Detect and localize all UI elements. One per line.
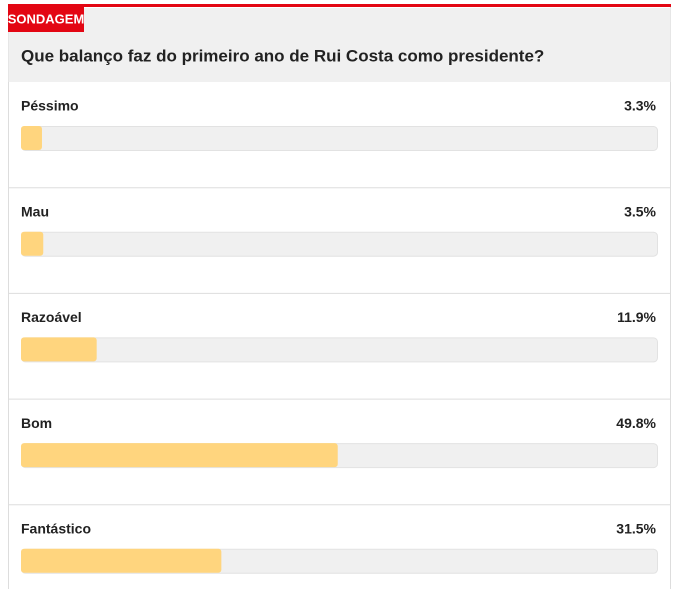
option-label: Razoável [21,309,82,325]
option-percent: 31.5% [616,521,656,537]
option-label: Péssimo [21,98,79,114]
option-percent: 49.8% [616,415,656,431]
option-label: Bom [21,415,52,431]
tag-box [8,7,84,32]
bar-track [21,337,658,363]
tag: SONDAGEM [8,11,85,26]
option-label: Mau [21,203,49,219]
poll-frame [8,4,671,589]
accent-line [8,4,671,7]
option-percent: 11.9% [617,309,656,325]
bar-track [21,126,658,151]
question: Que balanço faz do primeiro ano de Rui C… [21,46,544,65]
bar [21,443,338,468]
bar [21,231,44,256]
bar [21,337,97,362]
bar [21,548,222,573]
bar-track [21,231,658,257]
option-percent: 3.5% [624,203,656,219]
option-label: Fantástico [21,521,91,537]
bar [21,126,42,150]
poll-header [8,8,671,82]
option-percent: 3.3% [624,98,656,114]
